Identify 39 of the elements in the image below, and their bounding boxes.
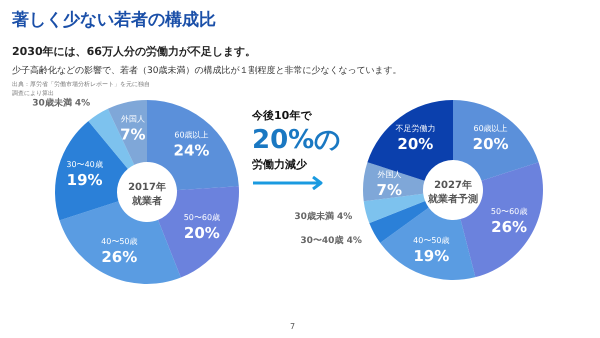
data-label: 20% — [472, 135, 509, 154]
slice-label: 30〜40歳 — [66, 160, 103, 169]
slice-label: 60歳以上 — [474, 124, 508, 134]
text: 労働力減少 — [252, 157, 308, 172]
chart-subtitle: 2030年には、66万人分の労働力が不足します。 — [12, 44, 256, 59]
text: 2027年 — [434, 179, 472, 191]
text: 就業者予測 — [427, 193, 478, 205]
slice-label: 50〜60歳 — [184, 212, 220, 222]
donut-slice — [380, 208, 476, 280]
donut-slice — [367, 100, 453, 181]
data-label: 26% — [101, 248, 138, 266]
slice-label: 外国人 — [120, 114, 145, 124]
text: 就業者 — [131, 195, 162, 207]
text: 7 — [290, 322, 296, 331]
slice-label: 40〜50歳 — [413, 236, 450, 246]
text: 2017年 — [128, 181, 166, 193]
data-label: 26% — [491, 218, 528, 236]
data-label: 7% — [120, 126, 146, 144]
text: 今後10年で — [252, 108, 313, 123]
slice-label: 50〜60歳 — [490, 206, 528, 216]
slice-label: 不足労働力 — [395, 124, 436, 134]
text: 少子高齢化などの影響で、若者（30歳未満）の構成比が１割程度と非常に少なくなっています。 — [12, 64, 402, 77]
data-label: 20% — [397, 135, 434, 154]
chart-title: 著しく少ない若者の構成比 — [12, 9, 216, 31]
data-label: 7% — [376, 180, 402, 199]
slice-label: 60歳以上 — [174, 130, 209, 140]
donut-slice — [369, 201, 429, 243]
slice-label: 30〜40歳 4% — [300, 235, 362, 246]
slice-label: 40〜50歳 — [101, 236, 138, 246]
slice-label: 30歳未満 4% — [294, 210, 352, 222]
data-label: 19% — [413, 247, 450, 266]
donut-slice — [453, 100, 539, 181]
data-label: 24% — [174, 142, 210, 160]
donut-slice — [364, 194, 426, 224]
slice-label: 30歳未満 4% — [32, 98, 90, 108]
data-label: 19% — [66, 170, 103, 189]
data-label: 20% — [184, 224, 220, 242]
text: 20%の — [252, 124, 342, 157]
slice-label: 外国人 — [377, 170, 402, 179]
